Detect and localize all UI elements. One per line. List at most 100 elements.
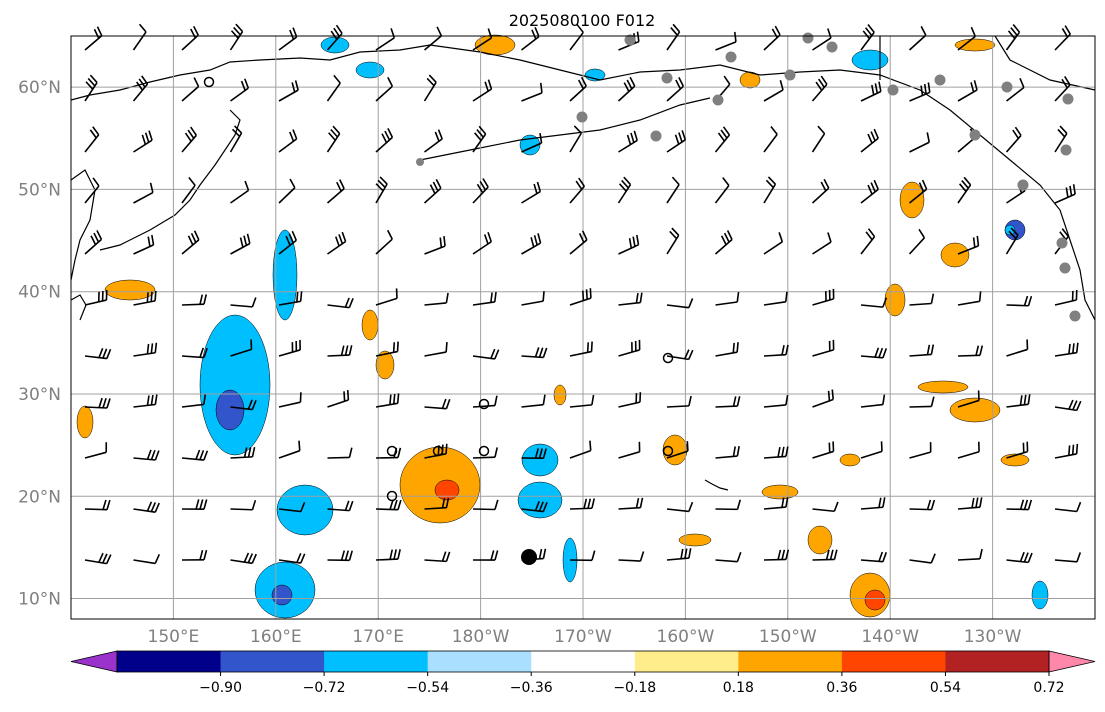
wind-barb-flag bbox=[591, 394, 595, 406]
wind-barb-flag bbox=[389, 394, 392, 405]
wind-barb-flag bbox=[688, 548, 692, 559]
wind-barb-flag bbox=[494, 499, 499, 510]
wind-barb-flag bbox=[778, 232, 784, 243]
wind-barb-flag bbox=[829, 549, 834, 560]
wind-barb-flag bbox=[765, 179, 774, 189]
wind-barb-flag bbox=[770, 126, 778, 135]
wind-barb-flag bbox=[774, 25, 781, 36]
wind-barb-flag bbox=[722, 126, 731, 136]
wind-barb-flag bbox=[348, 447, 353, 458]
wind-barb-flag bbox=[978, 291, 982, 302]
wind-barb-flag bbox=[199, 294, 204, 305]
wind-barb-flag bbox=[426, 77, 435, 87]
wind-barb-flag bbox=[375, 183, 384, 192]
wind-barb-flag bbox=[251, 446, 256, 458]
wind-barb-flag bbox=[882, 394, 886, 405]
lat-tick-label: 50°N bbox=[18, 180, 61, 200]
wind-barb-flag bbox=[736, 291, 740, 303]
colorbar-tick-label: 0.18 bbox=[723, 680, 754, 696]
wind-barb-flag bbox=[580, 76, 587, 87]
wind-barb-flag bbox=[542, 394, 546, 405]
wind-barb-flag bbox=[1008, 230, 1017, 240]
station-dot-gray bbox=[887, 84, 899, 96]
wind-barb-shaft bbox=[909, 302, 932, 306]
wind-barb-flag bbox=[1012, 23, 1021, 33]
wind-barb-flag bbox=[930, 553, 936, 564]
wind-barb-flag bbox=[432, 181, 439, 192]
precip-contour-region bbox=[375, 350, 395, 380]
colorbar-tick-label: 0.72 bbox=[1033, 680, 1064, 696]
wind-barb-flag bbox=[1072, 400, 1078, 411]
wind-barb-flag bbox=[146, 501, 153, 512]
wind-barb-flag bbox=[89, 129, 97, 139]
wind-barb-flag bbox=[723, 232, 730, 243]
wind-barb-flag bbox=[188, 177, 196, 186]
wind-barb-flag bbox=[92, 126, 100, 136]
wind-barb-flag bbox=[878, 81, 882, 92]
wind-barb-flag bbox=[586, 342, 590, 353]
wind-barb-flag bbox=[479, 180, 487, 191]
wind-barb-flag bbox=[534, 27, 540, 37]
wind-barb-flag bbox=[195, 499, 200, 510]
wind-barb-flag bbox=[589, 440, 592, 451]
wind-barb-flag bbox=[1019, 499, 1025, 510]
wind-barb-shaft bbox=[957, 137, 976, 153]
wind-barb-flag bbox=[678, 77, 685, 87]
wind-barb-flag bbox=[192, 25, 199, 36]
wind-barb-flag bbox=[688, 298, 694, 308]
wind-barb-flag bbox=[542, 291, 545, 302]
wind-barb-flag bbox=[154, 450, 160, 461]
wind-barb-flag bbox=[251, 399, 257, 410]
colorbar: −0.90 −0.72 −0.54 −0.36 −0.18 0.18 0.36 0.54 0.7… bbox=[70, 650, 1096, 696]
wind-barb-flag bbox=[92, 177, 100, 187]
wind-barb-flag bbox=[781, 446, 785, 457]
wind-barb-flag bbox=[98, 397, 103, 408]
wind-barb-shaft bbox=[763, 241, 783, 255]
wind-barb-shaft bbox=[132, 31, 147, 51]
wind-barb-flag bbox=[823, 178, 830, 189]
wind-barb-flag bbox=[591, 498, 596, 509]
wind-barb-shaft bbox=[909, 451, 931, 459]
precip-contour-region bbox=[434, 479, 460, 501]
wind-barb-flag bbox=[533, 183, 538, 194]
colorbar-segment bbox=[841, 651, 946, 672]
wind-barb-flag bbox=[387, 128, 394, 138]
wind-barb-flag bbox=[292, 129, 298, 140]
colorbar-outline bbox=[116, 650, 1050, 673]
wind-barb-flag bbox=[377, 179, 386, 188]
wind-barb-flag bbox=[870, 131, 876, 142]
wind-barb-flag bbox=[686, 441, 689, 452]
wind-barb-flag bbox=[818, 78, 825, 88]
wind-barb-flag bbox=[874, 83, 879, 94]
wind-barb-shaft bbox=[278, 508, 301, 513]
wind-barb-shaft bbox=[230, 304, 253, 308]
station-dot-gray bbox=[650, 130, 662, 142]
wind-barb-flag bbox=[678, 132, 683, 143]
wind-barb-flag bbox=[970, 82, 975, 93]
wind-barb-flag bbox=[635, 293, 639, 304]
wind-barb-flag bbox=[439, 237, 443, 248]
wind-barb-shaft bbox=[521, 403, 544, 408]
wind-barb-flag bbox=[827, 390, 831, 401]
wind-barb-flag bbox=[575, 180, 583, 190]
station-dot-gray bbox=[802, 32, 814, 44]
precip-contour-region bbox=[949, 397, 1001, 423]
wind-barb-flag bbox=[148, 130, 153, 141]
wind-barb-shaft bbox=[909, 405, 932, 408]
wind-barb-flag bbox=[873, 179, 879, 190]
wind-barb-flag bbox=[487, 79, 493, 90]
wind-barb-flag bbox=[445, 292, 449, 304]
wind-barb-flag bbox=[538, 448, 543, 459]
wind-barb-flag bbox=[920, 85, 924, 96]
wind-barb-flag bbox=[865, 231, 873, 241]
wind-barb-flag bbox=[975, 497, 979, 508]
wind-barb-flag bbox=[681, 130, 687, 141]
wind-barb-shaft bbox=[424, 351, 447, 357]
wind-barb-flag bbox=[542, 501, 548, 512]
precip-contour-region bbox=[553, 384, 567, 406]
colorbar-segment bbox=[945, 651, 1050, 672]
wind-barb-flag bbox=[636, 234, 640, 245]
wind-barb-flag bbox=[733, 31, 737, 42]
precip-contour-region bbox=[839, 453, 861, 467]
wind-barb-shaft bbox=[763, 89, 784, 102]
